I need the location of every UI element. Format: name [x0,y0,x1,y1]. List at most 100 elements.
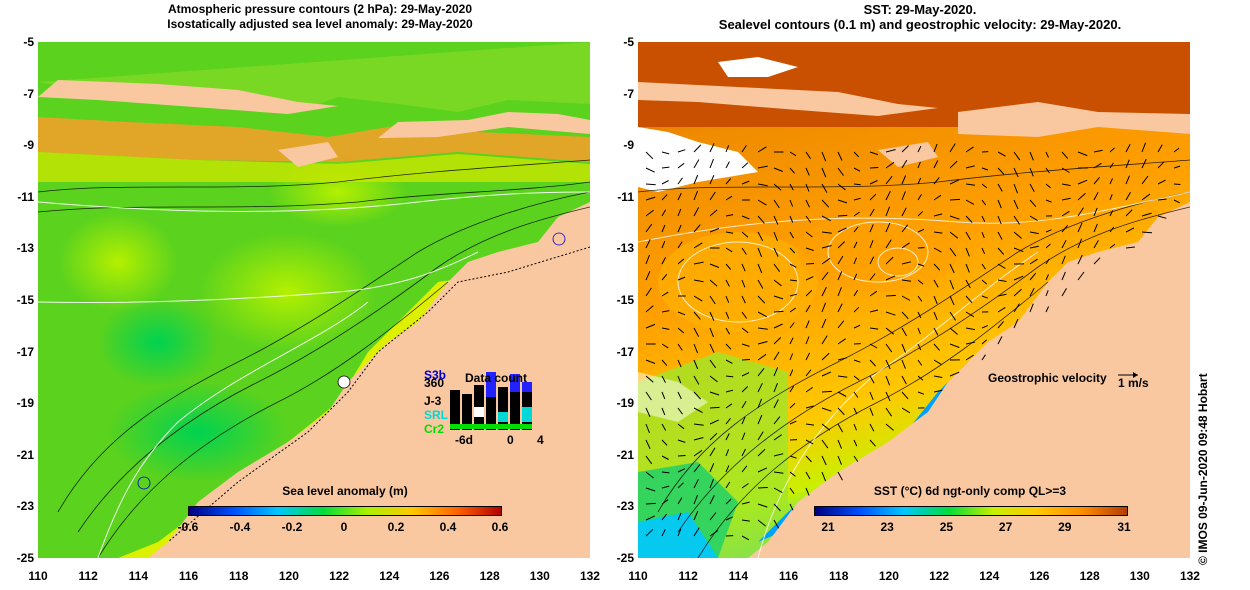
velocity-arrow [901,391,909,400]
velocity-arrow [741,215,750,220]
velocity-arrow [645,391,652,401]
colorbar-tick-label: -0.2 [281,520,303,534]
imos-credit: © IMOS 09-Jun-2020 09:48 Hobart [1196,373,1210,565]
velocity-arrow [725,145,730,153]
velocity-arrow [837,357,848,361]
velocity-arrow [837,391,847,397]
velocity-arrow [677,439,686,443]
velocity-arrow [821,245,832,249]
velocity-arrow [997,215,1002,225]
velocity-arrow [805,215,812,223]
velocity-arrow [709,209,718,217]
velocity-arrow [677,528,682,537]
velocity-arrow [853,375,860,381]
velocity-arrow [693,174,699,185]
sla-colorbar [188,506,502,516]
colorbar-tick-label: 0 [340,520,348,534]
velocity-arrow [965,279,971,289]
velocity-arrow [645,359,656,364]
velocity-arrow [789,487,795,494]
velocity-arrow [917,327,921,335]
velocity-arrow [645,423,650,434]
velocity-arrow [805,167,810,176]
velocity-arrow [949,160,958,169]
velocity-arrow [869,407,874,416]
velocity-arrow [645,223,653,233]
velocity-arrow [1093,191,1099,201]
velocity-arrow [741,501,750,505]
velocity-arrow [885,190,891,201]
y-tick-label: -11 [617,189,634,204]
velocity-arrow [1013,151,1021,161]
velocity-arrow [917,211,924,217]
velocity-arrow [789,279,797,282]
velocity-arrow [805,423,815,426]
velocity-arrow [645,209,655,217]
velocity-arrow [1061,224,1069,233]
velocity-arrow [661,471,670,474]
velocity-arrow [917,311,922,319]
x-tick-label: 110 [28,569,48,583]
velocity-arrow [933,295,938,304]
colorbar-tick-label: 0.6 [491,520,509,534]
velocity-arrow [949,295,955,306]
velocity-arrow [789,402,796,409]
velocity-arrow [1045,290,1049,297]
velocity-arrow [789,231,794,239]
velocity-arrow [709,263,720,268]
velocity-arrow [885,359,891,370]
velocity-arrow [853,273,858,281]
velocity-arrow [709,391,720,396]
velocity-arrow [821,390,832,393]
velocity-arrow [1125,209,1133,217]
velocity-arrow [645,196,656,201]
y-tick-label: -19 [16,396,34,411]
velocity-arrow [757,414,763,425]
velocity-arrow [789,215,794,223]
velocity-arrow [661,240,666,249]
legend-tick-0: 0 [507,433,514,447]
velocity-arrow [725,403,733,409]
velocity-arrow [837,199,848,204]
velocity-arrow [789,167,795,174]
velocity-arrow [709,174,715,185]
velocity-arrow [949,371,960,377]
velocity-arrow [917,161,921,169]
y-tick-label: -25 [16,551,34,565]
velocity-arrow [1173,147,1180,153]
velocity-arrow [1093,240,1099,249]
velocity-arrow [741,386,749,393]
velocity-arrow [645,528,654,537]
velocity-arrow [901,145,909,153]
velocity-arrow [981,247,986,255]
velocity-arrow [949,311,957,321]
velocity-arrow [773,231,778,241]
velocity-arrow [661,180,669,185]
colorbar-tick-label: -0.4 [229,520,251,534]
velocity-arrow [917,194,922,201]
velocity-arrow [661,327,670,330]
velocity-arrow [1029,303,1034,313]
velocity-arrow [901,359,906,369]
velocity-arrow [1125,246,1135,249]
velocity-arrow [773,471,784,474]
legend-sat-s3b: S3b [424,368,447,382]
velocity-arrow [853,407,858,415]
velocity-arrow [997,231,1003,240]
velocity-arrow [1141,193,1151,201]
velocity-arrow [933,177,940,185]
velocity-arrow [885,239,892,249]
velocity-arrow [981,231,985,239]
velocity-arrow [661,194,668,201]
x-tick-label: 128 [479,569,500,583]
velocity-arrow [981,295,989,299]
velocity-arrow [789,263,797,268]
velocity-arrow [805,199,810,208]
velocity-arrow [709,327,714,338]
velocity-arrow [901,375,907,385]
velocity-arrow [917,145,922,153]
velocity-arrow [693,479,699,489]
velocity-arrow [1109,210,1114,217]
velocity-arrow [725,481,731,489]
velocity-arrow [933,359,942,365]
